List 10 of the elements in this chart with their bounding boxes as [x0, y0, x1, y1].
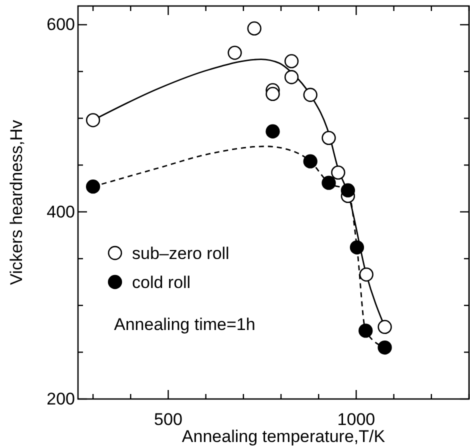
x-tick-label: 500 — [154, 410, 182, 430]
y-axis-title: Vickers heardness,Hv — [7, 119, 26, 286]
legend-label: cold roll — [132, 273, 191, 292]
legend-label: sub–zero roll — [132, 244, 230, 263]
annotation: Annealing time=1h — [114, 315, 256, 334]
y-tick-label: 400 — [46, 202, 75, 222]
y-tick-label: 600 — [46, 15, 75, 34]
x-tick-label: 1000 — [337, 410, 376, 430]
y-tick-label: 200 — [46, 389, 75, 408]
x-axis-title: Annealing temperature,T/K — [182, 427, 386, 446]
